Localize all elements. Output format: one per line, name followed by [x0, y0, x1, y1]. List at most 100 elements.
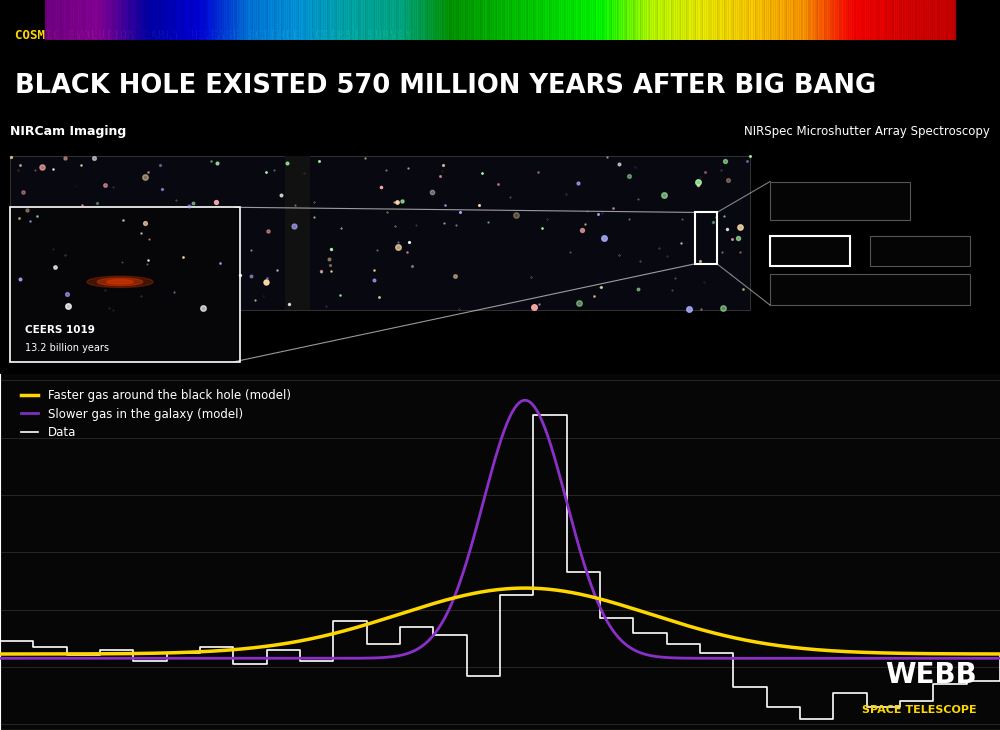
Bar [49, 0, 51, 40]
Bar [944, 0, 945, 40]
Bar [714, 0, 716, 40]
Bar [659, 0, 661, 40]
Bar [413, 0, 415, 40]
Bar [204, 0, 206, 40]
Bar [907, 0, 909, 40]
Bar [614, 0, 616, 40]
Bar [198, 0, 200, 40]
Bar [579, 0, 581, 40]
Bar [913, 0, 914, 40]
Bar [330, 0, 331, 40]
Bar [883, 0, 885, 40]
Bar [477, 0, 479, 40]
Bar [82, 0, 84, 40]
Bar [133, 0, 135, 40]
Bar [628, 0, 630, 40]
Bar [186, 0, 188, 40]
Bar [404, 0, 406, 40]
Bar [219, 0, 220, 40]
Bar [78, 0, 80, 40]
Bar [800, 0, 802, 40]
Bar [253, 0, 255, 40]
Bar [945, 0, 947, 40]
Bar [541, 0, 543, 40]
Bar [601, 0, 603, 40]
Bar [596, 0, 597, 40]
Bar [807, 0, 809, 40]
Bar [911, 0, 913, 40]
Bar [410, 0, 412, 40]
Bar [124, 0, 126, 40]
Bar [627, 0, 628, 40]
Bar [924, 0, 925, 40]
Bar [432, 0, 434, 40]
Bar [270, 0, 271, 40]
Bar [173, 0, 175, 40]
Bar [434, 0, 435, 40]
Bar [832, 0, 834, 40]
Bar [778, 0, 780, 40]
Bar [918, 0, 920, 40]
Bar [322, 0, 324, 40]
Bar [368, 0, 370, 40]
Bar [202, 0, 204, 40]
Bar [721, 0, 723, 40]
Bar [93, 0, 95, 40]
Bar [936, 0, 938, 40]
Bar [311, 0, 313, 40]
Bar [106, 0, 107, 40]
Bar [104, 0, 106, 40]
Bar [472, 0, 474, 40]
Bar [211, 0, 213, 40]
Bar [142, 0, 144, 40]
Bar [277, 0, 279, 40]
Bar [565, 0, 566, 40]
Bar [732, 0, 734, 40]
Bar [468, 0, 470, 40]
Bar [896, 0, 898, 40]
Bar [158, 0, 160, 40]
Bar [481, 0, 483, 40]
Bar [692, 0, 694, 40]
Bar [96, 0, 98, 40]
Bar [763, 0, 765, 40]
Bar [51, 0, 53, 40]
Bar [200, 0, 202, 40]
Bar [233, 0, 235, 40]
Bar [545, 0, 546, 40]
Bar [249, 0, 251, 40]
Bar [849, 0, 851, 40]
Bar [235, 0, 237, 40]
Bar [603, 0, 605, 40]
Bar [905, 0, 907, 40]
Bar [308, 0, 310, 40]
Bar [623, 0, 625, 40]
Bar [352, 0, 353, 40]
Bar [740, 0, 741, 40]
Bar [406, 0, 408, 40]
Bar [299, 0, 301, 40]
Bar [382, 0, 384, 40]
Bar [457, 0, 459, 40]
Bar [388, 0, 390, 40]
Bar [415, 0, 417, 40]
Bar [519, 0, 521, 40]
Bar [353, 0, 355, 40]
FancyBboxPatch shape [770, 236, 850, 266]
Bar [495, 0, 497, 40]
Bar [736, 0, 738, 40]
Bar [847, 0, 849, 40]
Bar [475, 0, 477, 40]
Bar [359, 0, 361, 40]
Bar [182, 0, 184, 40]
Bar [818, 0, 820, 40]
Bar [401, 0, 403, 40]
Bar [273, 0, 275, 40]
Bar [443, 0, 444, 40]
Bar [399, 0, 401, 40]
Bar [865, 0, 867, 40]
Bar [257, 0, 259, 40]
Bar [328, 0, 330, 40]
Bar [563, 0, 565, 40]
Bar [455, 0, 457, 40]
